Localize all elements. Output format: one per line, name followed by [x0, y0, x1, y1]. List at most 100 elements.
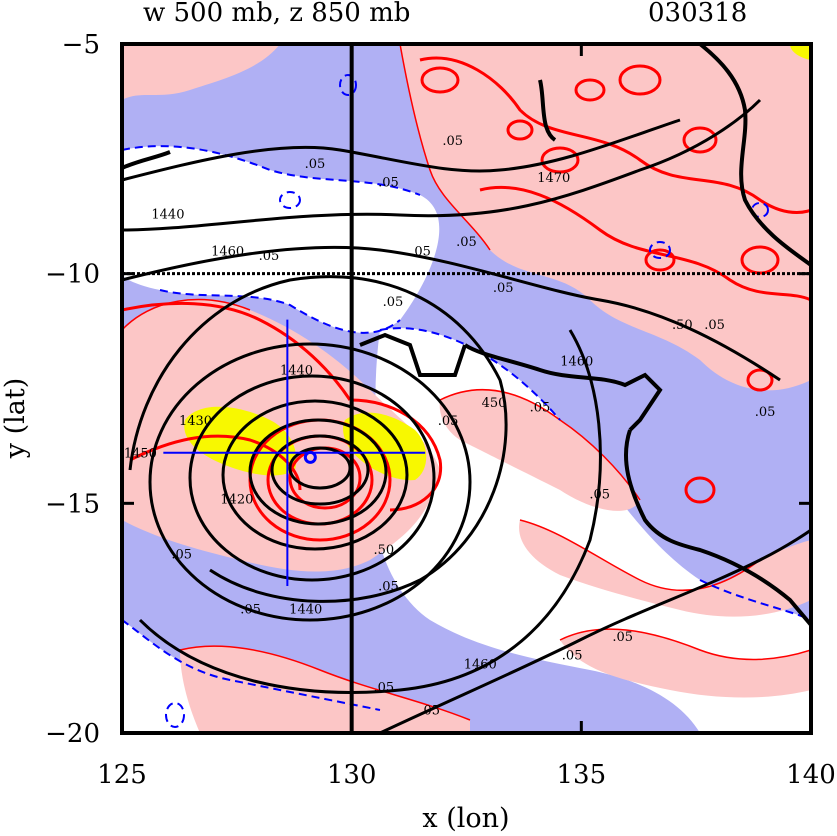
w-positive-contour	[399, 44, 491, 251]
w-positive-contour	[644, 248, 676, 272]
x-tick-label: 135	[557, 760, 607, 790]
y-axis-label: y (lat)	[0, 378, 31, 460]
contour-label: 1440	[151, 208, 184, 223]
contour-label: .05	[530, 400, 551, 415]
contour-label: 1460	[560, 355, 593, 370]
contour-label: .05	[704, 318, 725, 333]
strong-ascent-region	[790, 44, 811, 60]
w-positive-contour	[574, 78, 606, 102]
w-negative-contour	[279, 191, 301, 209]
w-positive-contour	[746, 368, 774, 392]
contour-labels: 1440 1460 .05 .05 .05 .05 1470 .05 .05 .05 .05 1440…	[124, 134, 776, 719]
w-negative-contour	[649, 241, 671, 259]
x-axis-label: x (lon)	[422, 803, 509, 834]
contour-label: .50	[672, 318, 693, 333]
coastline-segment	[538, 79, 557, 142]
z-contour	[248, 418, 388, 526]
z-contour	[148, 342, 472, 622]
chart-title: w 500 mb, z 850 mb	[143, 0, 410, 28]
z-contour	[379, 528, 811, 733]
strong-ascent-region	[184, 406, 297, 476]
w-positive-contours	[122, 56, 811, 542]
z-contours	[122, 98, 811, 733]
w-positive-contour	[540, 146, 580, 174]
w-positive-contour	[506, 119, 534, 141]
w-positive-contour	[559, 628, 811, 661]
w-positive-contour	[349, 398, 443, 512]
y-tick-label: −5	[62, 30, 100, 60]
axis-ticks: 125 130 135 140 −5 −10 −15 −20	[45, 30, 836, 790]
contour-label: 1470	[537, 171, 570, 186]
x-tick-label: 130	[327, 760, 377, 790]
z-contour	[128, 275, 508, 603]
w-positive-contour	[684, 476, 716, 504]
w-negative-contour	[165, 702, 185, 728]
coastline-segment	[359, 332, 467, 377]
w-positive-contour	[179, 645, 471, 721]
contour-label: 1430	[179, 414, 212, 429]
contour-label: .05	[259, 249, 280, 264]
contour-label: 1460	[211, 244, 244, 259]
ascent-region	[519, 520, 811, 617]
w-negative-contour	[159, 289, 401, 334]
plot-frame	[120, 42, 813, 735]
w-positive-contour	[419, 56, 811, 214]
contour-label: .05	[493, 281, 514, 296]
w-positive-contour	[618, 64, 662, 96]
contour-label: 1460	[464, 658, 497, 673]
contour-label: .05	[612, 630, 633, 645]
ascent-region	[439, 389, 640, 511]
coastline-segment	[698, 44, 811, 267]
plot-area: 1440 1460 .05 .05 .05 .05 1470 .05 .05 .05 .05 1440…	[122, 44, 811, 733]
z-contour	[122, 245, 781, 382]
z-contour	[138, 329, 602, 694]
coastline	[122, 44, 811, 627]
ascent-region	[560, 629, 811, 698]
w-positive-contour	[682, 126, 718, 154]
z-contour	[122, 98, 762, 232]
coastline-segment	[122, 150, 171, 170]
coastline-segment	[623, 429, 811, 627]
ascent-region	[180, 646, 470, 733]
w-negative-contour	[379, 327, 561, 421]
z-contour	[270, 434, 370, 506]
contour-label: .05	[171, 547, 192, 562]
contour-label: .05	[438, 414, 459, 429]
w-negative-contour	[751, 202, 769, 218]
ascent-region	[122, 44, 280, 100]
contour-label: .05	[589, 488, 610, 503]
contour-label: .50	[373, 543, 394, 558]
contour-label: .05	[378, 580, 399, 595]
w-negative-contours	[122, 74, 811, 728]
contour-label: .05	[456, 235, 477, 250]
contour-label: .05	[240, 603, 261, 618]
z-contour	[221, 399, 409, 551]
contour-label: .05	[378, 175, 399, 190]
w-positive-contour	[479, 185, 811, 302]
w-positive-contour	[420, 66, 460, 94]
y-tick-label: −20	[45, 719, 100, 749]
contour-label: 1440	[280, 364, 313, 379]
contour-label: .05	[419, 704, 440, 719]
z-contour	[122, 118, 681, 182]
contour-label: 1450	[124, 446, 157, 461]
contour-label: .05	[442, 134, 463, 149]
contour-label: .05	[383, 295, 404, 310]
contour-label: .05	[562, 649, 583, 664]
storm-center-marker	[303, 450, 317, 464]
contour-label: .05	[410, 244, 431, 259]
x-tick-label: 140	[786, 760, 836, 790]
w-negative-contour	[122, 619, 381, 711]
neutral-region	[122, 146, 440, 333]
w-negative-contour	[339, 74, 357, 96]
y-tick-label: −10	[45, 260, 100, 290]
contour-label: .05	[755, 405, 776, 420]
w-negative-contour	[122, 145, 421, 196]
coastline-segment	[463, 343, 663, 432]
w-positive-contour	[122, 298, 251, 331]
contour-label: 1420	[220, 492, 253, 507]
contour-label: .05	[305, 157, 326, 172]
x-tick-label: 125	[97, 760, 147, 790]
y-tick-label: −15	[45, 489, 100, 519]
